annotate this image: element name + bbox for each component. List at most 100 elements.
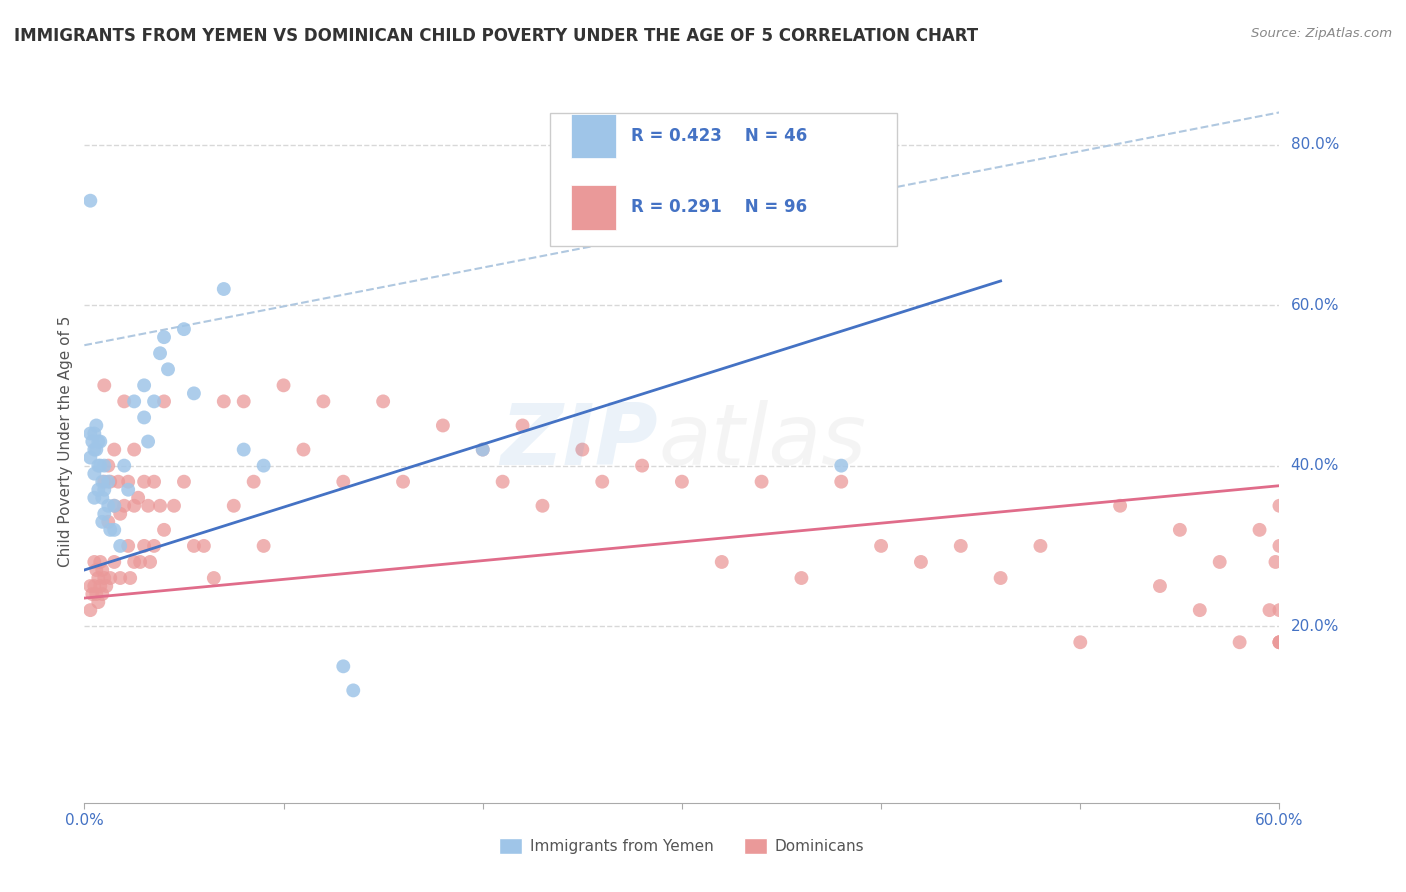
Point (212, 394, 235, 409)
Point (222, 499, 245, 513)
Point (432, 418, 454, 433)
Text: R = 0.423    N = 46: R = 0.423 N = 46 (630, 127, 807, 145)
Point (163, 499, 186, 513)
Point (1268, 539, 1291, 553)
Point (107, 475, 129, 489)
Y-axis label: Child Poverty Under the Age of 5: Child Poverty Under the Age of 5 (58, 316, 73, 567)
Point (212, 282, 235, 296)
Point (79, 579, 101, 593)
Point (96, 579, 118, 593)
Point (93, 458, 115, 473)
Point (139, 555, 162, 569)
Point (132, 378, 156, 392)
FancyBboxPatch shape (571, 185, 616, 230)
Point (153, 394, 176, 409)
Point (1209, 555, 1232, 569)
Point (136, 499, 159, 513)
Point (132, 539, 156, 553)
Point (87, 595, 110, 609)
Point (253, 539, 276, 553)
Point (1258, 603, 1281, 617)
FancyBboxPatch shape (551, 112, 897, 246)
Point (97, 499, 120, 513)
Point (143, 539, 166, 553)
Point (1109, 499, 1132, 513)
Point (143, 394, 166, 409)
Point (117, 475, 139, 489)
Point (89, 555, 111, 569)
Point (591, 475, 613, 489)
Point (183, 539, 205, 553)
Point (103, 555, 125, 569)
Text: ZIP: ZIP (501, 400, 658, 483)
Text: IMMIGRANTS FROM YEMEN VS DOMINICAN CHILD POVERTY UNDER THE AGE OF 5 CORRELATION : IMMIGRANTS FROM YEMEN VS DOMINICAN CHILD… (14, 27, 979, 45)
Point (1264, 555, 1286, 569)
Point (83, 579, 105, 593)
Point (117, 483, 139, 497)
Point (91, 515, 114, 529)
Point (751, 475, 773, 489)
Point (273, 378, 295, 392)
Point (870, 539, 893, 553)
Point (122, 394, 145, 409)
Text: R = 0.291    N = 96: R = 0.291 N = 96 (630, 198, 807, 217)
Point (710, 555, 733, 569)
Point (87, 458, 110, 473)
Point (82, 434, 104, 449)
Point (117, 539, 139, 553)
Point (132, 410, 156, 425)
Point (1188, 603, 1211, 617)
Point (1268, 635, 1291, 649)
Point (1268, 499, 1291, 513)
Point (86, 442, 108, 457)
Point (86, 587, 108, 601)
Point (531, 499, 554, 513)
Point (91, 475, 114, 489)
Point (110, 539, 132, 553)
Point (471, 442, 494, 457)
Point (631, 458, 654, 473)
Point (97, 475, 120, 489)
Point (89, 434, 111, 449)
Point (83, 442, 105, 457)
Point (1268, 603, 1291, 617)
Point (112, 394, 135, 409)
Point (153, 330, 176, 344)
Point (91, 563, 114, 577)
Point (122, 555, 145, 569)
Point (149, 346, 172, 360)
Point (98, 475, 121, 489)
Point (202, 571, 225, 585)
Point (79, 450, 101, 465)
Point (232, 394, 254, 409)
Point (471, 442, 494, 457)
Point (1268, 635, 1291, 649)
Point (122, 499, 145, 513)
Point (1069, 635, 1091, 649)
Point (87, 483, 110, 497)
Point (97, 515, 120, 529)
Point (830, 475, 852, 489)
Point (1029, 539, 1052, 553)
Point (127, 491, 149, 505)
Point (132, 475, 156, 489)
Text: atlas: atlas (658, 400, 866, 483)
Text: 80.0%: 80.0% (1291, 137, 1339, 152)
Point (173, 322, 195, 336)
FancyBboxPatch shape (571, 113, 616, 158)
Point (87, 571, 110, 585)
Point (103, 499, 125, 513)
Point (83, 467, 105, 481)
Point (110, 571, 132, 585)
Point (512, 418, 534, 433)
Point (990, 571, 1012, 585)
Point (87, 434, 110, 449)
Point (173, 475, 195, 489)
Point (98, 571, 121, 585)
Point (143, 475, 166, 489)
Point (120, 571, 142, 585)
Point (79, 194, 101, 208)
Point (790, 571, 813, 585)
Point (571, 442, 593, 457)
Point (110, 507, 132, 521)
